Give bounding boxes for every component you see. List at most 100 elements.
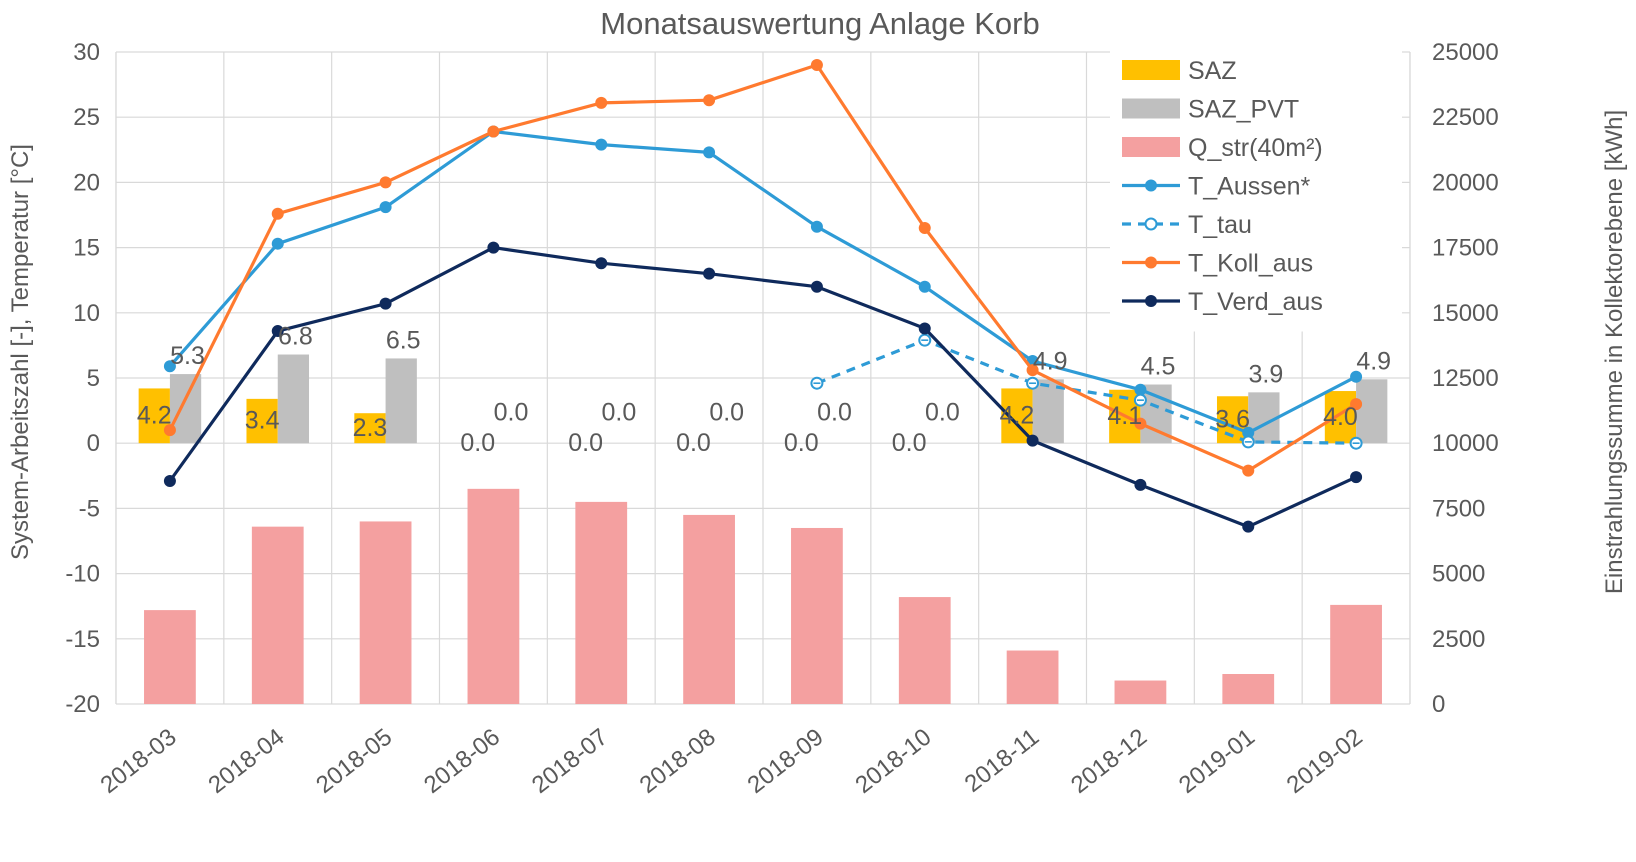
saz-pvt-value-label-2019-02: 4.9 (1356, 347, 1391, 375)
saz-pvt-value-label-2018-11: 4.9 (1033, 347, 1068, 375)
y-axis-right-title: Einstrahlungssumme in Kollektorebene [kW… (1601, 110, 1628, 594)
marker-t-koll-aus-2019-02 (1350, 398, 1363, 411)
marker-t-koll-aus-2018-04 (271, 207, 284, 220)
y-right-tick-label: 20000 (1432, 169, 1499, 196)
q-str-bar-2018-10 (898, 597, 951, 704)
marker-t-aussen-2018-09 (810, 220, 823, 233)
q-str-bar-2019-01 (1222, 674, 1275, 704)
chart-title: Monatsauswertung Anlage Korb (600, 6, 1039, 41)
saz-value-label-2018-12: 4.1 (1107, 402, 1142, 430)
q-str-bar-2018-12 (1114, 680, 1167, 704)
marker-t-verd-aus-2019-02 (1350, 471, 1363, 484)
saz-value-label-2018-08: 0.0 (676, 429, 711, 457)
y-left-tick-label: 25 (73, 104, 100, 131)
marker-t-aussen-2018-07 (595, 138, 608, 151)
marker-t-koll-aus-2018-06 (487, 125, 500, 138)
marker-t-aussen-2019-02 (1350, 370, 1363, 383)
marker-t-aussen-2018-12 (1134, 383, 1147, 396)
marker-t-koll-aus-2018-07 (595, 96, 608, 109)
saz-pvt-value-label-2018-03: 5.3 (170, 342, 205, 370)
marker-t-aussen-2018-05 (379, 201, 392, 214)
marker-t-koll-aus-2018-05 (379, 176, 392, 189)
q-str-bar-2018-09 (791, 527, 843, 704)
y-right-tick-label: 10000 (1432, 430, 1499, 457)
marker-t-verd-aus-2018-10 (918, 322, 931, 335)
y-right-tick-label: 17500 (1432, 235, 1499, 262)
saz-pvt-bar-2019-02 (1356, 379, 1388, 444)
irradiation-bars (144, 488, 1382, 704)
y-right-tick-label: 7500 (1432, 495, 1485, 522)
marker-t-koll-aus-2018-08 (703, 94, 716, 107)
legend-label-4: T_tau (1188, 211, 1252, 239)
saz-value-label-2018-07: 0.0 (568, 429, 603, 457)
y-left-tick-label: 20 (73, 169, 100, 196)
legend-label-5: T_Koll_aus (1188, 250, 1313, 278)
y-right-tick-label: 0 (1432, 691, 1445, 718)
saz-value-label-2018-09: 0.0 (784, 429, 819, 457)
y-left-tick-label: -5 (79, 495, 100, 522)
legend-label-0: SAZ (1188, 57, 1237, 85)
saz-pvt-value-label-2018-04: 6.8 (278, 323, 313, 351)
q-str-bar-2018-05 (359, 521, 412, 704)
marker-t-verd-aus-2018-03 (163, 475, 176, 488)
y-left-tick-label: 15 (73, 235, 100, 262)
marker-t-verd-aus-2018-08 (703, 267, 716, 280)
saz-bar-2019-02 (1324, 391, 1357, 444)
saz-pvt-value-label-2018-08: 0.0 (709, 399, 744, 427)
saz-value-label-2019-01: 3.6 (1215, 405, 1250, 433)
saz-pvt-value-label-2018-05: 6.5 (386, 326, 421, 354)
data-labels: 4.25.33.46.82.36.50.00.00.00.00.00.00.00… (137, 323, 1391, 457)
saz-pvt-bar-2018-11 (1032, 379, 1064, 444)
y-left-tick-label: -10 (65, 561, 100, 588)
marker-t-koll-aus-2019-01 (1242, 464, 1255, 477)
saz-bar-2018-04 (246, 398, 278, 444)
legend-swatch-0 (1122, 60, 1180, 80)
marker-t-koll-aus-2018-12 (1134, 417, 1147, 430)
marker-t-koll-aus-2018-11 (1026, 364, 1039, 377)
legend-label-1: SAZ_PVT (1188, 96, 1299, 124)
saz-value-label-2018-10: 0.0 (892, 429, 927, 457)
line-t-tau (816, 338, 1357, 445)
marker-t-koll-aus-2018-09 (810, 59, 823, 72)
legend-marker-6 (1145, 295, 1157, 307)
legend: SAZ SAZ_PVT Q_str(40m²) T_Aussen* T_tau T_Kol… (1110, 44, 1402, 332)
line-t-koll-aus (168, 63, 1357, 473)
saz-value-label-2018-03: 4.2 (137, 402, 172, 430)
q-str-bar-2018-08 (683, 514, 735, 704)
saz-pvt-value-label-2018-12: 4.5 (1141, 353, 1176, 381)
marker-t-koll-aus-2018-03 (163, 424, 176, 437)
saz-bars (138, 354, 1388, 444)
q-str-bar-2018-03 (144, 610, 196, 704)
y-left-tick-label: -15 (65, 626, 100, 653)
legend-marker-5 (1145, 256, 1157, 269)
y-right-tick-label: 25000 (1432, 39, 1499, 66)
legend-label-3: T_Aussen* (1188, 173, 1311, 201)
y-left-tick-label: -20 (65, 691, 100, 718)
marker-t-verd-aus-2018-06 (487, 241, 500, 254)
q-str-bar-2018-04 (251, 526, 304, 704)
q-str-bar-2018-07 (575, 501, 628, 704)
saz-pvt-value-label-2018-10: 0.0 (925, 399, 960, 427)
marker-t-aussen-2019-01 (1242, 426, 1255, 439)
q-str-bar-2018-11 (1006, 650, 1059, 704)
saz-pvt-value-label-2018-09: 0.0 (817, 399, 852, 427)
marker-t-verd-aus-2018-12 (1134, 478, 1147, 491)
marker-t-verd-aus-2018-07 (595, 257, 608, 270)
y-right-tick-label: 12500 (1432, 365, 1499, 392)
y-left-tick-label: 5 (87, 365, 100, 392)
saz-pvt-bar-2018-05 (385, 358, 417, 444)
legend-marker-4 (1144, 217, 1158, 231)
y-right-tick-label: 5000 (1432, 561, 1485, 588)
saz-value-label-2018-05: 2.3 (353, 414, 388, 442)
legend-label-6: T_Verd_aus (1188, 288, 1323, 316)
legend-marker-3 (1145, 179, 1157, 192)
saz-pvt-value-label-2018-06: 0.0 (494, 399, 529, 427)
line-t-aussen (168, 129, 1357, 435)
saz-pvt-value-label-2019-01: 3.9 (1249, 360, 1284, 388)
marker-t-aussen-2018-03 (163, 360, 176, 373)
saz-value-label-2018-06: 0.0 (460, 429, 495, 457)
legend-label-2: Q_str(40m²) (1188, 134, 1323, 162)
y-right-tick-label: 2500 (1432, 626, 1485, 653)
marker-t-verd-aus-2018-04 (271, 325, 284, 338)
